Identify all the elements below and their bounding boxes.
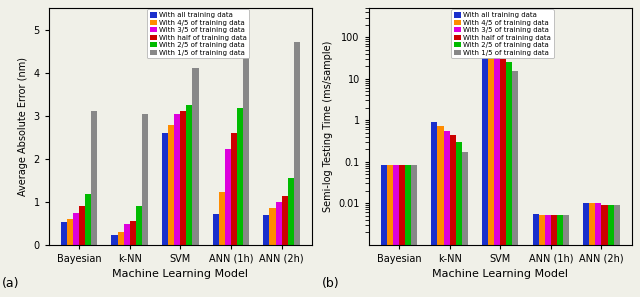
Bar [193, 68, 198, 244]
Bar [180, 110, 186, 244]
Bar [118, 233, 124, 244]
Bar [142, 114, 148, 244]
Bar [85, 194, 92, 244]
Bar [583, 203, 589, 297]
Y-axis label: Average Absolute Error (nm): Average Absolute Error (nm) [18, 57, 28, 196]
Bar [381, 165, 387, 297]
Bar [563, 215, 569, 297]
Legend: With all training data, With 4/5 of training data, With 3/5 of training data, Wi: With all training data, With 4/5 of trai… [451, 10, 554, 59]
Bar [92, 110, 97, 244]
Bar [482, 48, 488, 297]
Bar [411, 165, 417, 297]
Bar [444, 131, 450, 297]
Bar [73, 213, 79, 244]
Bar [539, 215, 545, 297]
Bar [67, 219, 73, 244]
Bar [237, 108, 243, 244]
Bar [399, 165, 405, 297]
Bar [79, 206, 85, 244]
Bar [589, 203, 595, 297]
Bar [438, 126, 444, 297]
Bar [602, 205, 607, 297]
Bar [607, 205, 614, 297]
Bar [545, 215, 551, 297]
Bar [387, 165, 393, 297]
Bar [405, 165, 411, 297]
Bar [287, 178, 294, 244]
Bar [212, 214, 219, 244]
Bar [162, 133, 168, 244]
Bar [130, 221, 136, 244]
Bar [225, 149, 231, 244]
X-axis label: Machine Learning Model: Machine Learning Model [432, 269, 568, 279]
Bar [219, 192, 225, 244]
Bar [263, 215, 269, 244]
Bar [494, 58, 500, 297]
Bar [614, 205, 620, 297]
Bar [450, 135, 456, 297]
Bar [557, 215, 563, 297]
Bar [294, 42, 300, 244]
Bar [462, 152, 468, 297]
Legend: With all training data, With 4/5 of training data, With 3/5 of training data, Wi: With all training data, With 4/5 of trai… [147, 10, 250, 59]
Bar [393, 165, 399, 297]
Bar [513, 72, 518, 297]
Bar [174, 114, 180, 244]
Bar [275, 202, 282, 244]
Bar [282, 196, 287, 244]
Text: (a): (a) [2, 277, 19, 290]
X-axis label: Machine Learning Model: Machine Learning Model [113, 269, 248, 279]
Bar [506, 62, 513, 297]
Bar [168, 125, 174, 244]
Bar [456, 142, 462, 297]
Bar [186, 105, 193, 244]
Y-axis label: Semi-log Testing Time (ms/sample): Semi-log Testing Time (ms/sample) [323, 41, 333, 212]
Bar [595, 203, 602, 297]
Bar [61, 222, 67, 244]
Bar [532, 214, 539, 297]
Text: (b): (b) [321, 277, 339, 290]
Bar [269, 208, 275, 244]
Bar [124, 224, 130, 244]
Bar [243, 51, 249, 244]
Bar [136, 206, 142, 244]
Bar [551, 215, 557, 297]
Bar [488, 53, 494, 297]
Bar [231, 133, 237, 244]
Bar [111, 235, 118, 244]
Bar [431, 122, 438, 297]
Bar [500, 59, 506, 297]
